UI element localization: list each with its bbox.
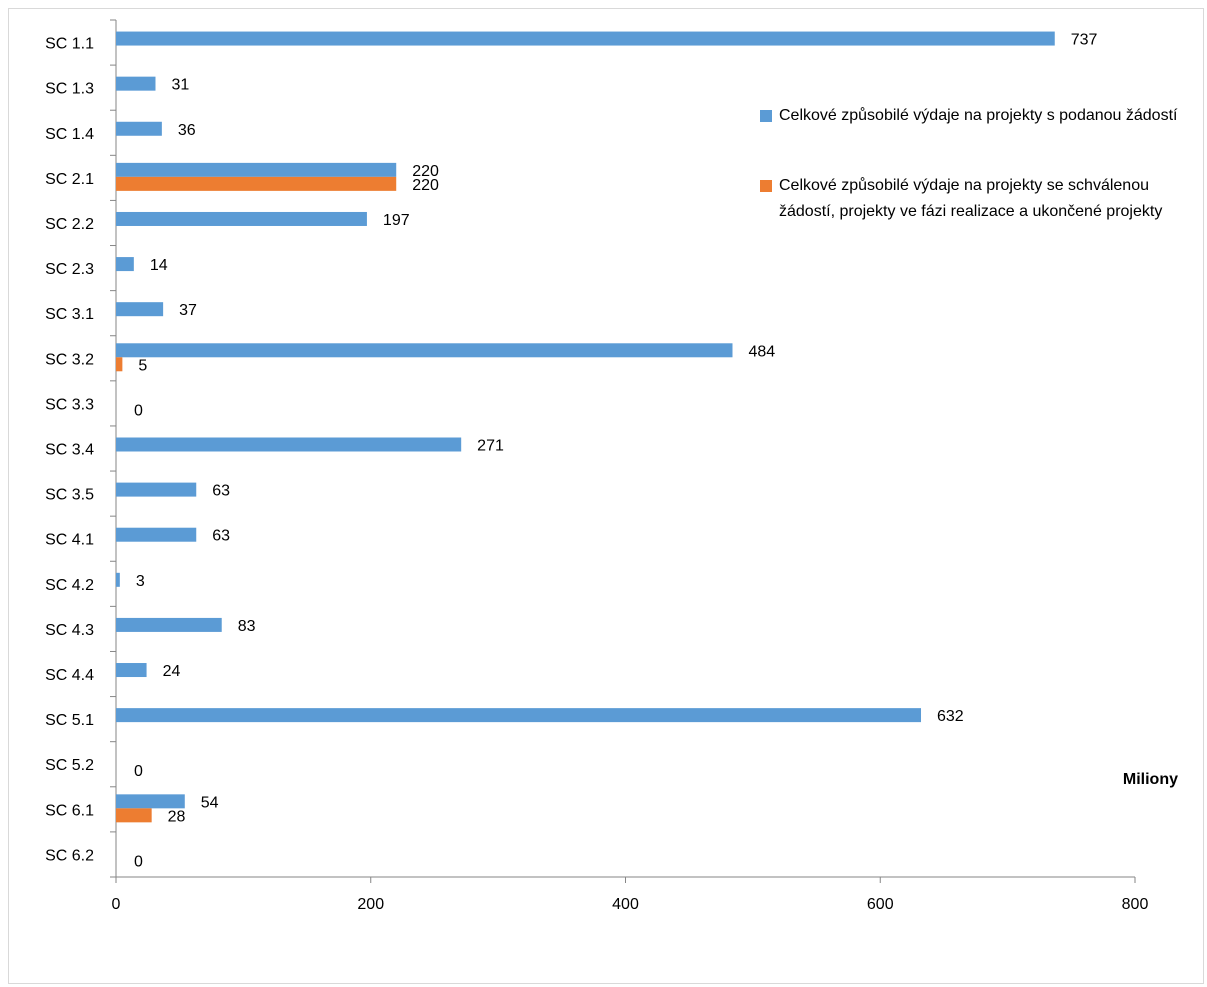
y-tick-label-sc-5-2: SC 5.2 [45,757,94,774]
bar-sc-1-1-series-1 [116,31,1055,46]
data-label-sc-3-2-series-2: 5 [138,357,147,374]
y-tick-label-sc-4-1: SC 4.1 [45,532,94,549]
bar-sc-2-1-series-2 [116,176,397,191]
data-label-sc-1-1-series-1: 737 [1071,32,1098,49]
data-label-sc-3-1-series-1: 37 [179,302,197,319]
data-label-sc-3-4-series-1: 271 [477,438,504,455]
data-label-sc-4-3-series-1: 83 [238,618,256,635]
x-axis: 0 200 400 600 800 [112,876,1149,913]
x-tick-label-400: 400 [612,896,639,913]
bar-sc-2-2-series-1 [116,211,367,226]
legend: Celkové způsobilé výdaje na projekty s p… [755,103,1180,269]
bar-sc-3-2-series-2 [116,357,123,372]
legend-label-submitted: Celkové způsobilé výdaje na projekty s p… [779,107,1178,124]
y-tick-label-sc-4-4: SC 4.4 [45,667,94,684]
bar-sc-3-5-series-1 [116,482,197,497]
data-label-sc-6-2-series-1: 0 [134,853,143,870]
bars [116,31,1055,823]
data-label-sc-4-4-series-1: 24 [163,663,181,680]
data-label-sc-2-1-series-2: 220 [412,177,439,194]
data-label-sc-2-3-series-1: 14 [150,257,168,274]
y-tick-label-sc-3-1: SC 3.1 [45,306,94,323]
data-label-sc-1-4-series-1: 36 [178,122,196,139]
bar-sc-2-3-series-1 [116,257,134,272]
x-tick-label-200: 200 [357,896,384,913]
bar-sc-6-1-series-1 [116,794,185,809]
data-label-sc-3-3-series-1: 0 [134,402,143,419]
bar-sc-3-2-series-1 [116,343,733,358]
data-label-sc-2-2-series-1: 197 [383,212,410,229]
bar-sc-4-2-series-1 [116,572,120,587]
bar-sc-4-3-series-1 [116,617,222,632]
y-tick-label-sc-5-1: SC 5.1 [45,712,94,729]
data-label-sc-6-1-series-1: 54 [201,794,219,811]
y-axis: SC 1.1 SC 1.3 SC 1.4 SC 2.1 SC 2.2 SC 2.3 SC 3… [45,19,117,878]
legend-entry-submitted: Celkové způsobilé výdaje na projekty s p… [755,103,1180,129]
y-tick-label-sc-1-3: SC 1.3 [45,81,94,98]
legend-entry-approved: Celkové způsobilé výdaje na projekty se … [755,173,1180,225]
data-label-sc-4-2-series-1: 3 [136,573,145,590]
y-tick-label-sc-2-1: SC 2.1 [45,171,94,188]
bar-sc-3-1-series-1 [116,302,164,317]
legend-swatch-orange [760,180,772,192]
legend-label-approved: Celkové způsobilé výdaje na projekty se … [779,177,1163,220]
y-tick-label-sc-3-2: SC 3.2 [45,351,94,368]
data-label-sc-3-5-series-1: 63 [212,483,230,500]
data-label-sc-5-1-series-1: 632 [937,708,964,725]
x-axis-title: Miliony [1123,771,1178,788]
y-tick-label-sc-4-2: SC 4.2 [45,577,94,594]
x-tick-label-600: 600 [867,896,894,913]
y-tick-label-sc-1-1: SC 1.1 [45,36,94,53]
bar-sc-4-4-series-1 [116,663,147,678]
data-label-sc-2-1-series-1: 220 [412,163,439,180]
y-tick-label-sc-2-2: SC 2.2 [45,216,94,233]
data-label-sc-5-2-series-1: 0 [134,763,143,780]
data-label-sc-6-1-series-2: 28 [168,808,186,825]
y-tick-label-sc-2-3: SC 2.3 [45,261,94,278]
bar-sc-1-3-series-1 [116,76,156,91]
y-tick-label-sc-3-4: SC 3.4 [45,442,94,459]
y-tick-label-sc-4-3: SC 4.3 [45,622,94,639]
bar-sc-4-1-series-1 [116,527,197,542]
x-tick-label-0: 0 [112,896,121,913]
y-tick-label-sc-3-3: SC 3.3 [45,396,94,413]
x-tick-label-800: 800 [1122,896,1149,913]
y-tick-label-sc-6-1: SC 6.1 [45,802,94,819]
data-label-sc-1-3-series-1: 31 [171,77,189,94]
y-tick-label-sc-6-2: SC 6.2 [45,847,94,864]
legend-swatch-blue [760,110,772,122]
bar-sc-3-4-series-1 [116,437,462,452]
data-label-sc-3-2-series-1: 484 [748,343,775,360]
bar-sc-2-1-series-1 [116,162,397,177]
bar-sc-5-1-series-1 [116,708,922,723]
data-label-sc-4-1-series-1: 63 [212,528,230,545]
y-tick-label-sc-1-4: SC 1.4 [45,126,94,143]
bar-sc-1-4-series-1 [116,121,162,136]
y-tick-label-sc-3-5: SC 3.5 [45,487,94,504]
bar-sc-6-1-series-2 [116,808,152,823]
